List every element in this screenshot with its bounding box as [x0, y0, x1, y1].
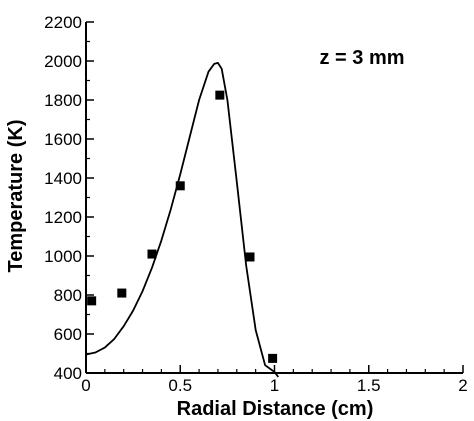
data-point [117, 288, 127, 298]
model-curve [85, 62, 280, 378]
data-point [215, 90, 225, 100]
y-axis-title: Temperature (K) [5, 120, 27, 273]
x-tick-label: 0.5 [168, 376, 192, 395]
y-tick-label: 600 [54, 325, 82, 344]
axes [85, 22, 463, 374]
data-point [245, 252, 255, 262]
y-tick-label: 1800 [44, 91, 82, 110]
y-tick-label: 2200 [44, 13, 82, 32]
y-tick-label: 400 [54, 364, 82, 383]
data-point [268, 353, 278, 363]
x-axis-title: Radial Distance (cm) [177, 398, 374, 420]
y-tick-label: 2000 [44, 52, 82, 71]
y-tick-label: 1400 [44, 169, 82, 188]
y-tick-label: 800 [54, 286, 82, 305]
x-tick-label: 0 [81, 376, 90, 395]
annotation-label: z = 3 mm [319, 47, 404, 69]
x-tick-label: 1.5 [357, 376, 381, 395]
ticks: 400 600 800 1000 1200 1400 1600 1800 2000 2200 0 0.… [44, 13, 468, 395]
x-tick-label: 1 [270, 376, 279, 395]
data-point [175, 181, 185, 191]
y-tick-label: 1000 [44, 247, 82, 266]
data-point [87, 296, 97, 306]
y-tick-label: 1600 [44, 130, 82, 149]
series [85, 62, 280, 378]
y-tick-label: 1200 [44, 208, 82, 227]
data-point [147, 249, 157, 259]
x-tick-label: 2 [458, 376, 467, 395]
